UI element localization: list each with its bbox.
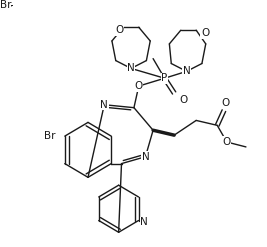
- Text: N: N: [140, 217, 148, 227]
- Text: O: O: [201, 28, 209, 38]
- Text: O: O: [179, 95, 187, 105]
- Text: O: O: [135, 81, 143, 91]
- Text: O: O: [223, 137, 231, 147]
- Text: Br: Br: [44, 131, 55, 141]
- Text: P: P: [162, 73, 168, 83]
- Text: N: N: [183, 66, 190, 76]
- Text: O: O: [222, 98, 230, 108]
- Text: N: N: [100, 100, 108, 110]
- Text: O: O: [115, 25, 124, 35]
- Text: N: N: [127, 63, 135, 73]
- Text: N: N: [142, 152, 149, 162]
- Text: Br: Br: [0, 0, 11, 10]
